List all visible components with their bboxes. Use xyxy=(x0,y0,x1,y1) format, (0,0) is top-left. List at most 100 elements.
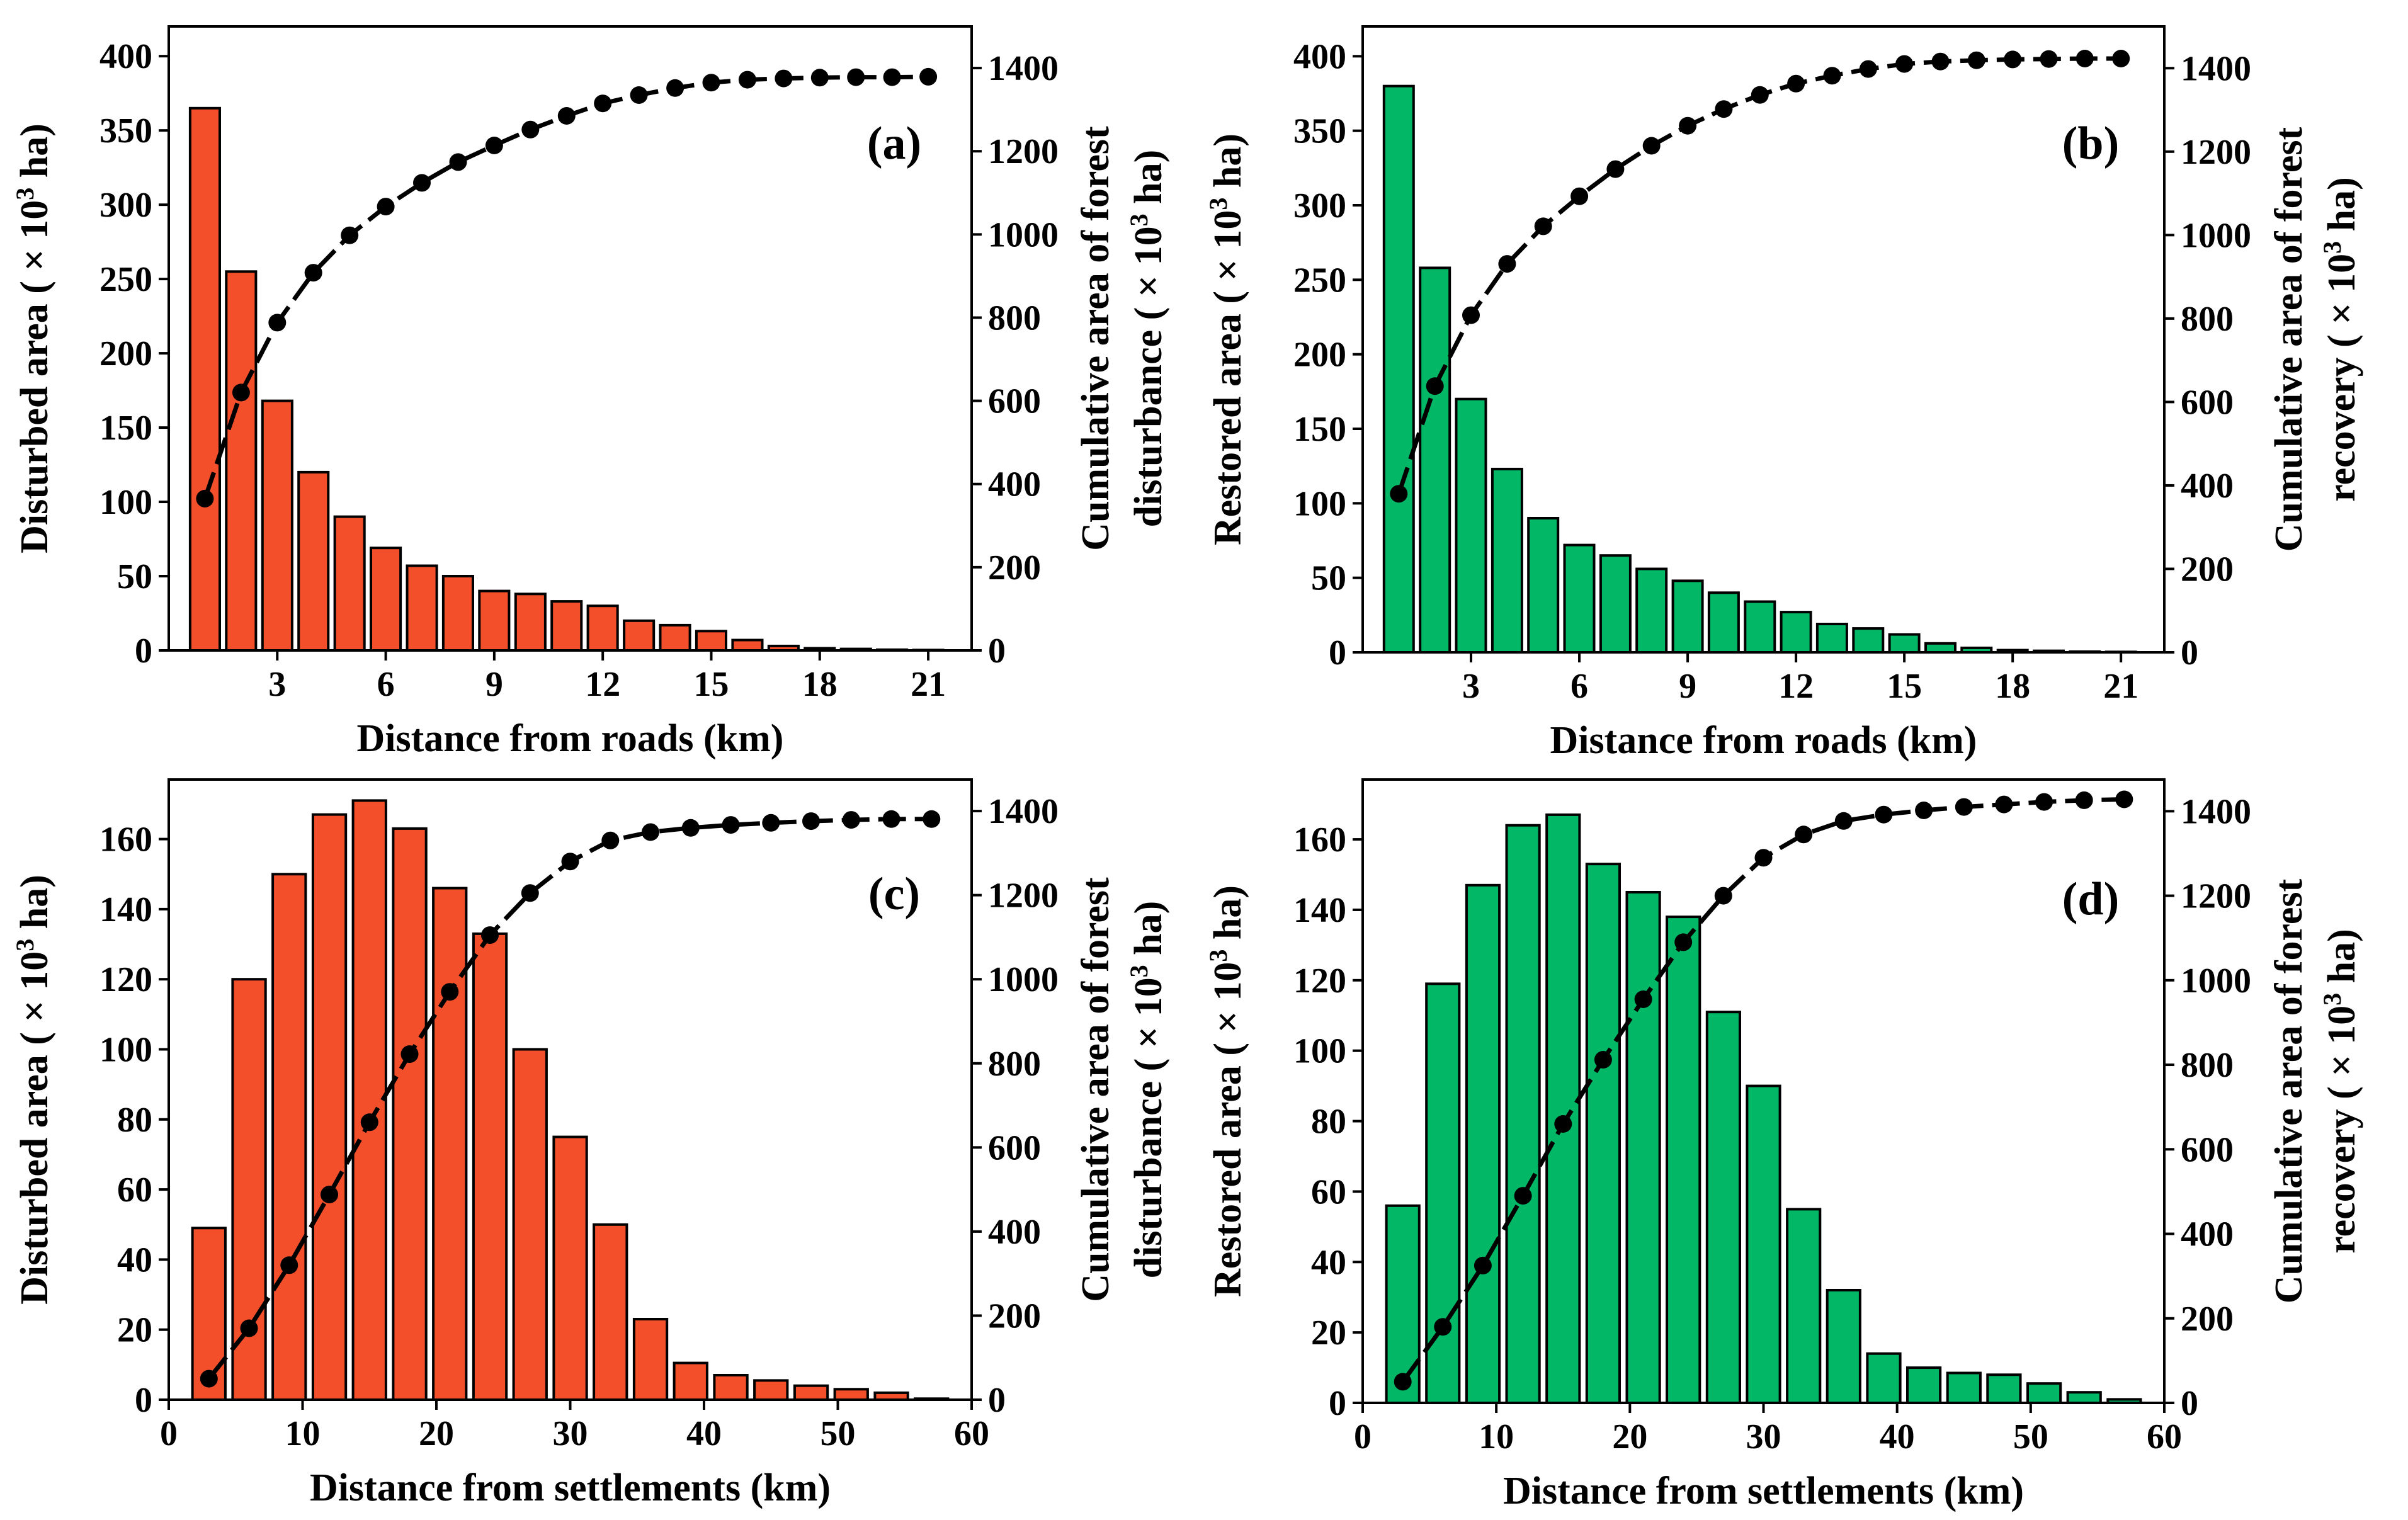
x-tick-label: 20 xyxy=(419,1414,454,1453)
y-left-tick-label: 20 xyxy=(1311,1313,1346,1353)
cumulative-point xyxy=(481,926,499,944)
bar xyxy=(1815,623,1848,654)
cumulative-point xyxy=(1955,798,1973,816)
y-right-tick-label: 1000 xyxy=(988,215,1059,254)
bar xyxy=(1505,824,1541,1404)
y-right-axis-label-line: Cumulative area of forest xyxy=(1074,877,1117,1302)
y-left-tick-label: 50 xyxy=(117,557,152,596)
x-tick-label: 9 xyxy=(1679,667,1696,706)
cumulative-point xyxy=(1795,825,1813,844)
y-left-tick-label: 160 xyxy=(1293,820,1346,859)
bar xyxy=(1780,611,1812,654)
y-left-tick-label: 100 xyxy=(1293,1032,1346,1071)
bar xyxy=(370,547,402,652)
y-left-axis-label: Restored area ( × 103 ha) xyxy=(1204,885,1250,1297)
bar xyxy=(623,619,656,652)
y-right-tick-label: 1400 xyxy=(988,792,1059,831)
x-tick-label: 0 xyxy=(1354,1417,1372,1456)
bar xyxy=(695,630,728,652)
bar xyxy=(472,932,508,1401)
y-right-axis-label-line: recovery ( × 103 ha) xyxy=(2318,929,2364,1254)
y-right-tick-label: 1000 xyxy=(988,960,1059,999)
cumulative-point xyxy=(1606,160,1625,178)
bar xyxy=(1465,883,1501,1405)
bar xyxy=(793,1384,829,1401)
bar xyxy=(406,564,438,652)
y-right-axis-label-line: Cumulative area of forest xyxy=(2268,127,2310,552)
y-left-axis-label: Disturbed area ( × 103 ha) xyxy=(11,875,57,1305)
cumulative-point xyxy=(485,137,503,154)
bar xyxy=(351,799,387,1401)
y-right-axis-label: Cumulative area of forest disturbance ( ×… xyxy=(1074,877,1170,1302)
bar xyxy=(1599,554,1632,654)
x-axis-label: Distance from settlements (km) xyxy=(310,1466,831,1509)
cumulative-point xyxy=(521,120,540,139)
cumulative-line xyxy=(1396,56,2121,495)
cumulative-point xyxy=(883,68,901,86)
x-tick-label: 12 xyxy=(585,665,620,704)
cumulative-point xyxy=(775,69,793,88)
bar xyxy=(478,589,511,652)
bar xyxy=(1852,627,1885,654)
y-right-tick-label: 200 xyxy=(2181,1300,2234,1339)
y-left-tick-label: 200 xyxy=(99,334,152,373)
bar xyxy=(2066,1391,2102,1404)
cumulative-point xyxy=(280,1256,298,1274)
cumulative-point xyxy=(702,74,720,92)
bar xyxy=(1491,467,1523,654)
y-left-tick-label: 0 xyxy=(1329,1384,1346,1423)
y-right-tick-label: 1000 xyxy=(2181,961,2251,1001)
bar xyxy=(552,1135,588,1401)
bar xyxy=(271,873,307,1402)
bar xyxy=(1746,1084,1781,1404)
y-right-tick-label: 200 xyxy=(988,1296,1041,1336)
x-tick-label: 12 xyxy=(1778,667,1814,706)
chart-panel-c: 0 10 20 30 40 50 60020406080100120140160020040… xyxy=(11,778,1170,1509)
bar xyxy=(1946,1371,1982,1404)
cumulative-point xyxy=(1875,805,1893,824)
x-tick-label: 50 xyxy=(2013,1417,2048,1456)
panel-label: (b) xyxy=(2062,118,2119,169)
y-left-tick-label: 120 xyxy=(1293,961,1346,1001)
y-left-tick-label: 0 xyxy=(135,632,152,671)
cumulative-point xyxy=(666,79,684,97)
x-axis-label: Distance from roads (km) xyxy=(1550,719,1977,762)
y-left-axis-label: Disturbed area ( × 103 ha) xyxy=(11,123,57,553)
cumulative-point xyxy=(1967,51,1985,69)
y-right-axis-label: Cumulative area of forest recovery ( × 10… xyxy=(2268,127,2363,552)
bar xyxy=(1744,600,1776,654)
y-right-tick-label: 0 xyxy=(2181,633,2198,672)
cumulative-point xyxy=(1434,1318,1452,1336)
x-tick-label: 10 xyxy=(285,1414,321,1453)
cumulative-point xyxy=(2076,50,2094,67)
y-right-tick-label: 1000 xyxy=(2181,216,2251,255)
x-tick-label: 9 xyxy=(486,665,503,704)
y-right-axis-label-line: Cumulative area of forest xyxy=(2268,878,2310,1303)
y-right-tick-label: 1200 xyxy=(988,876,1059,916)
bar xyxy=(261,399,293,652)
bar xyxy=(514,593,547,652)
x-tick-label: 40 xyxy=(686,1414,722,1453)
cumulative-point xyxy=(441,983,459,1001)
cumulative-point xyxy=(1534,217,1552,235)
plot-frame xyxy=(168,25,973,652)
bar xyxy=(1888,633,1921,654)
x-tick-label: 60 xyxy=(2147,1417,2182,1456)
cumulative-point xyxy=(1715,100,1733,118)
bar xyxy=(753,1379,789,1401)
cumulative-point xyxy=(1751,86,1769,104)
bar xyxy=(512,1048,548,1401)
y-right-tick-label: 800 xyxy=(988,298,1041,337)
y-left-tick-label: 0 xyxy=(1329,633,1346,672)
cumulative-point xyxy=(1394,1373,1412,1391)
bar xyxy=(432,887,468,1401)
cumulative-point xyxy=(1754,849,1773,867)
cumulative-point xyxy=(232,383,250,402)
bar xyxy=(441,575,475,652)
y-left-tick-label: 100 xyxy=(99,1031,152,1070)
bar xyxy=(593,1223,628,1402)
y-left-tick-label: 40 xyxy=(1311,1243,1346,1282)
bar xyxy=(311,813,348,1401)
x-axis-label: Distance from roads (km) xyxy=(357,717,784,760)
y-right-tick-label: 1200 xyxy=(988,132,1059,171)
